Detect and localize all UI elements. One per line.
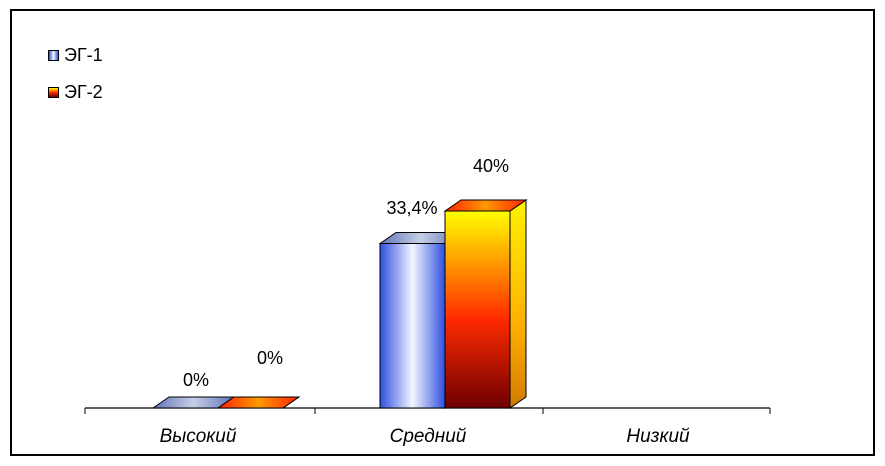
- legend-label-eg2: ЭГ-2: [64, 81, 103, 102]
- bar-эг-2-1: [444, 210, 511, 409]
- bar-top-эг-2-1: [443, 199, 528, 212]
- x-tick-label: Средний: [390, 426, 467, 447]
- data-label-эг-1-0: 0%: [183, 370, 209, 390]
- legend-swatch-eg2: [48, 86, 59, 98]
- legend-label-eg1: ЭГ-1: [64, 44, 103, 65]
- bar-side-эг-2-1: [509, 199, 527, 409]
- legend-item-eg2: ЭГ-2: [48, 81, 103, 103]
- x-tick-label: Низкий: [626, 426, 690, 447]
- legend: ЭГ-1 ЭГ-2: [48, 44, 103, 118]
- bar-top-эг-2-0: [216, 396, 301, 409]
- x-tick-label: Высокий: [160, 426, 237, 447]
- chart-marks: Высокий Средний Низкий 0% 0% 33,4% 40%: [84, 156, 771, 447]
- data-label-эг-2-0: 0%: [257, 348, 283, 368]
- legend-item-eg1: ЭГ-1: [48, 44, 103, 66]
- bar-эг-1-1: [379, 243, 446, 409]
- legend-swatch-eg1: [48, 49, 59, 61]
- data-label-эг-2-1: 40%: [473, 156, 509, 176]
- data-label-эг-1-1: 33,4%: [386, 198, 437, 218]
